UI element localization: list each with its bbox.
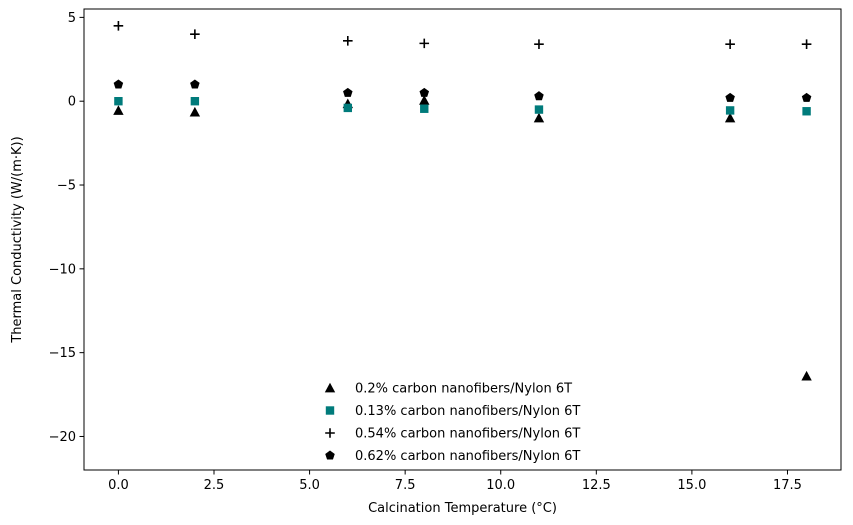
- data-point: [802, 107, 811, 116]
- series-3: [113, 20, 812, 50]
- y-tick-label: −10: [49, 262, 76, 277]
- data-marks: [113, 20, 812, 381]
- legend: 0.2% carbon nanofibers/Nylon 6T 0.13% car…: [324, 382, 580, 464]
- series-4: [113, 79, 812, 102]
- data-point: [420, 104, 429, 113]
- data-point: [113, 20, 124, 31]
- x-tick-label: 17.5: [773, 478, 802, 493]
- x-tick-label: 5.0: [299, 478, 320, 493]
- x-tick-label: 10.0: [486, 478, 515, 493]
- data-point: [114, 97, 123, 106]
- legend-item: 0.54% carbon nanofibers/Nylon 6T: [325, 427, 580, 442]
- data-point: [343, 36, 353, 46]
- data-point: [113, 105, 124, 115]
- plot-frame: [83, 8, 842, 471]
- y-tick-label: −5: [57, 179, 76, 194]
- y-tick-label: 0: [68, 95, 76, 110]
- data-point: [534, 39, 544, 50]
- data-point: [533, 112, 545, 123]
- y-tick-label: −15: [49, 346, 76, 361]
- data-point: [419, 95, 430, 105]
- data-point: [419, 87, 430, 97]
- y-axis-ticks: 5 0 −5 −10 −15 −20: [49, 11, 84, 445]
- legend-marker: [325, 450, 335, 460]
- legend-item: 0.2% carbon nanofibers/Nylon 6T: [324, 382, 572, 397]
- x-tick-label: 12.5: [582, 478, 611, 493]
- y-tick-label: −20: [49, 430, 76, 445]
- data-point: [801, 92, 812, 102]
- series-2: [114, 97, 811, 116]
- data-point: [725, 39, 735, 50]
- data-point: [724, 112, 736, 123]
- data-point: [189, 106, 201, 117]
- data-point: [534, 105, 544, 114]
- y-axis-title: Thermal Conductivity (W/(m·K)): [10, 136, 25, 343]
- x-tick-label: 2.5: [204, 478, 225, 493]
- data-point: [113, 79, 124, 89]
- data-point: [801, 39, 812, 50]
- x-tick-label: 0.0: [108, 478, 129, 493]
- data-point: [190, 97, 200, 106]
- legend-marker: [325, 406, 335, 415]
- y-tick-label: 5: [68, 11, 76, 26]
- data-point: [725, 92, 735, 102]
- legend-label: 0.13% carbon nanofibers/Nylon 6T: [355, 404, 580, 419]
- x-tick-label: 7.5: [395, 478, 416, 493]
- data-point: [343, 87, 353, 97]
- legend-label: 0.54% carbon nanofibers/Nylon 6T: [355, 427, 580, 442]
- data-point: [801, 370, 812, 381]
- legend-marker: [325, 428, 335, 438]
- legend-item: 0.62% carbon nanofibers/Nylon 6T: [325, 449, 580, 464]
- legend-label: 0.2% carbon nanofibers/Nylon 6T: [355, 382, 572, 397]
- legend-marker: [324, 382, 336, 393]
- legend-label: 0.62% carbon nanofibers/Nylon 6T: [355, 449, 580, 464]
- data-point: [534, 91, 544, 101]
- data-point: [419, 38, 430, 49]
- x-tick-label: 15.0: [677, 478, 706, 493]
- x-axis-ticks: 0.0 2.5 5.0 7.5 10.0 12.5 15.0 17.5: [108, 470, 802, 493]
- legend-item: 0.13% carbon nanofibers/Nylon 6T: [325, 404, 580, 419]
- data-point: [725, 106, 735, 115]
- data-point: [190, 79, 200, 89]
- x-axis-title: Calcination Temperature (°C): [368, 501, 557, 516]
- data-point: [343, 103, 353, 113]
- data-point: [190, 29, 200, 39]
- plot-area: [84, 9, 841, 470]
